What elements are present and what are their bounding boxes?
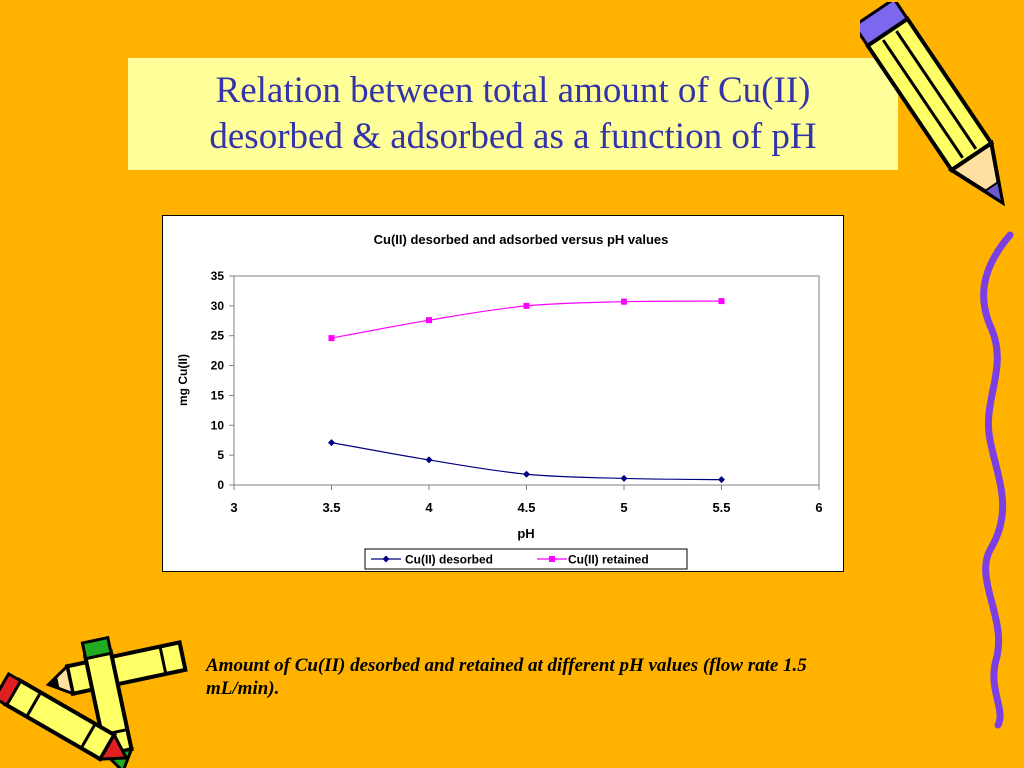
x-tick-label: 3.5 (322, 500, 340, 515)
legend-label: Cu(II) desorbed (405, 553, 493, 567)
x-tick-label: 3 (230, 500, 237, 515)
slide-title-line-1: Relation between total amount of Cu(II) (215, 70, 811, 111)
x-tick-label: 5.5 (712, 500, 730, 515)
data-point (328, 439, 335, 447)
legend-box (364, 548, 688, 570)
chart-title: Cu(II) desorbed and adsorbed versus pH v… (374, 232, 669, 247)
y-tick-label: 15 (211, 388, 225, 402)
data-point (621, 298, 627, 305)
legend-swatch-marker (382, 555, 390, 563)
legend: Cu(II) desorbed Cu(II) retained (364, 548, 688, 570)
y-axis-label: mg Cu(II) (176, 354, 190, 406)
y-tick-label: 10 (211, 418, 225, 432)
y-tick-label: 30 (211, 299, 225, 313)
y-tick-label: 25 (211, 329, 225, 343)
slide-title-line-2: desorbed & adsorbed as a function of pH (209, 116, 817, 157)
data-point (328, 335, 335, 342)
data-point (523, 470, 530, 478)
figure-caption: Amount of Cu(II) desorbed and retained a… (206, 655, 807, 699)
wavy-line-icon (980, 231, 1014, 729)
x-tick-label: 6 (815, 500, 822, 515)
x-tick-label: 5 (620, 500, 627, 515)
line-chart: Cu(II) desorbed and adsorbed versus pH v… (176, 232, 823, 570)
x-axis: 3 3.5 4 4.5 5 5.5 6 (230, 485, 823, 515)
y-tick-label: 20 (211, 359, 225, 373)
data-point (718, 298, 725, 305)
pencil-icon (860, 2, 1006, 207)
data-point (620, 474, 628, 482)
data-point (523, 302, 530, 309)
slide-title: Relation between total amount of Cu(II) … (128, 58, 898, 170)
series-layer (328, 298, 725, 484)
plot-area (233, 275, 820, 486)
series-desorbed (328, 439, 725, 484)
data-point (426, 317, 432, 324)
chart-frame: Cu(II) desorbed and adsorbed versus pH v… (162, 215, 844, 572)
x-axis-label: pH (517, 526, 534, 541)
data-point (425, 456, 433, 464)
series-retained (328, 298, 725, 342)
y-tick-label: 0 (217, 478, 224, 492)
y-axis: 0 5 10 15 20 25 30 35 (211, 269, 234, 492)
legend-swatch-marker (549, 556, 555, 562)
x-tick-label: 4.5 (517, 500, 535, 515)
x-tick-label: 4 (425, 500, 433, 515)
crayons-icon (0, 635, 188, 768)
legend-label: Cu(II) retained (568, 553, 649, 567)
data-point (718, 476, 725, 484)
y-tick-label: 5 (217, 448, 224, 462)
y-tick-label: 35 (211, 269, 225, 283)
